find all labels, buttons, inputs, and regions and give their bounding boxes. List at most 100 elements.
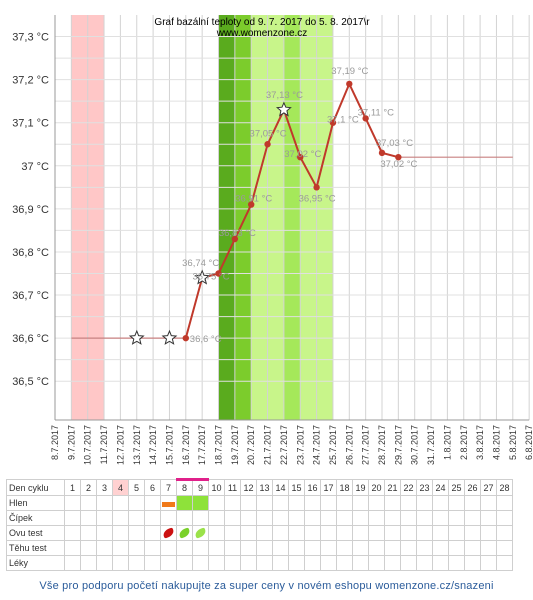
y-tick-label: 37,3 °C	[12, 32, 49, 44]
table-cell	[432, 495, 449, 511]
y-tick-label: 37 °C	[21, 161, 49, 173]
table-row: Hlen	[6, 495, 513, 511]
x-tick-label: 24.7.2017	[312, 425, 322, 465]
mucus-bar	[162, 502, 175, 507]
table-cell	[432, 510, 449, 526]
table-row: Čípek	[6, 510, 513, 526]
table-cell	[112, 510, 129, 526]
temperature-point	[248, 201, 255, 208]
cycle-day-cell: 20	[368, 479, 385, 496]
table-cell	[96, 525, 113, 541]
table-cell	[224, 540, 241, 556]
table-cell	[224, 510, 241, 526]
cycle-day-cell: 14	[272, 479, 289, 496]
table-cell	[256, 540, 273, 556]
x-tick-label: 28.7.2017	[377, 425, 387, 465]
table-cell	[208, 555, 225, 571]
x-tick-label: 23.7.2017	[295, 425, 305, 465]
cycle-day-cell: 9	[192, 478, 209, 496]
table-cell	[224, 555, 241, 571]
temperature-series	[128, 80, 402, 345]
table-cell	[112, 525, 129, 541]
table-cell	[464, 495, 481, 511]
table-cell	[240, 525, 257, 541]
x-tick-label: 26.7.2017	[344, 425, 354, 465]
x-tick-label: 18.7.2017	[214, 425, 224, 465]
table-cell	[336, 540, 353, 556]
x-tick-label: 17.7.2017	[197, 425, 207, 465]
table-cell	[160, 525, 177, 541]
table-cell	[480, 495, 497, 511]
promo-footer-link[interactable]: Vše pro podporu početí nakupujte za supe…	[39, 580, 494, 592]
y-tick-label: 36,8 °C	[12, 247, 49, 259]
table-cell	[112, 495, 129, 511]
y-tick-label: 36,6 °C	[12, 333, 49, 345]
table-cell	[448, 495, 465, 511]
y-tick-label: 36,7 °C	[12, 290, 49, 302]
table-cell	[144, 495, 161, 511]
table-cell	[496, 510, 513, 526]
table-cell	[480, 525, 497, 541]
table-cell	[96, 540, 113, 556]
table-cell	[448, 525, 465, 541]
cycle-day-cell: 7	[160, 479, 177, 496]
table-cell	[192, 540, 209, 556]
x-tick-label: 12.7.2017	[115, 425, 125, 465]
table-cell	[496, 540, 513, 556]
x-tick-label: 8.7.2017	[50, 425, 60, 460]
table-cell	[304, 555, 321, 571]
table-cell	[368, 495, 385, 511]
table-cell	[432, 555, 449, 571]
x-tick-label: 27.7.2017	[361, 425, 371, 465]
table-cell	[288, 510, 305, 526]
table-cell	[80, 510, 97, 526]
x-tick-label: 13.7.2017	[132, 425, 142, 465]
table-cell	[352, 510, 369, 526]
cycle-day-cell: 1	[64, 479, 81, 496]
data-label: 37,1 °C	[327, 115, 359, 126]
x-tick-label: 5.8.2017	[508, 425, 518, 460]
table-cell	[368, 525, 385, 541]
cycle-day-cell: 26	[464, 479, 481, 496]
table-cell	[192, 525, 209, 541]
table-row: Ovu test	[6, 525, 513, 541]
table-cell	[176, 525, 193, 541]
x-tick-label: 16.7.2017	[181, 425, 191, 465]
temperature-point	[231, 235, 239, 243]
table-cell	[272, 525, 289, 541]
table-cell	[464, 525, 481, 541]
cycle-table: Den cyklu 1 2 3 4 5 6 7 8 9 10 11 12 13 14 15 16 17 18 19 20…	[6, 478, 513, 571]
cycle-day-cell: 13	[256, 479, 273, 496]
table-cell	[480, 540, 497, 556]
fertility-band	[234, 15, 252, 420]
temperature-point	[329, 119, 337, 126]
table-row: Den cyklu 1 2 3 4 5 6 7 8 9 10 11 12 13 14 15 16 17 18 19 20…	[6, 478, 513, 496]
x-tick-label: 25.7.2017	[328, 425, 338, 465]
cycle-day-cell: 8	[176, 478, 193, 496]
table-cell	[192, 555, 209, 571]
temperature-point	[297, 153, 304, 161]
table-cell	[416, 525, 433, 541]
table-cell	[336, 495, 353, 511]
table-cell	[496, 525, 513, 541]
y-tick-label: 37,1 °C	[12, 118, 49, 130]
table-cell	[384, 555, 401, 571]
table-cell	[176, 495, 193, 511]
x-tick-label: 19.7.2017	[230, 425, 240, 465]
table-cell	[304, 495, 321, 511]
temperature-point	[182, 334, 189, 342]
table-cell	[128, 540, 145, 556]
table-cell	[256, 510, 273, 526]
fertility-band	[283, 15, 301, 420]
table-cell	[160, 510, 177, 526]
star-marker	[161, 329, 178, 345]
table-cell	[496, 555, 513, 571]
table-cell	[160, 555, 177, 571]
cycle-day-cell: 22	[400, 479, 417, 496]
data-label: 37,02 °C	[284, 149, 321, 160]
data-label: 36,91 °C	[235, 194, 272, 205]
table-cell	[272, 510, 289, 526]
table-cell	[176, 555, 193, 571]
table-cell	[240, 510, 257, 526]
data-label: 37,05 °C	[250, 128, 287, 139]
